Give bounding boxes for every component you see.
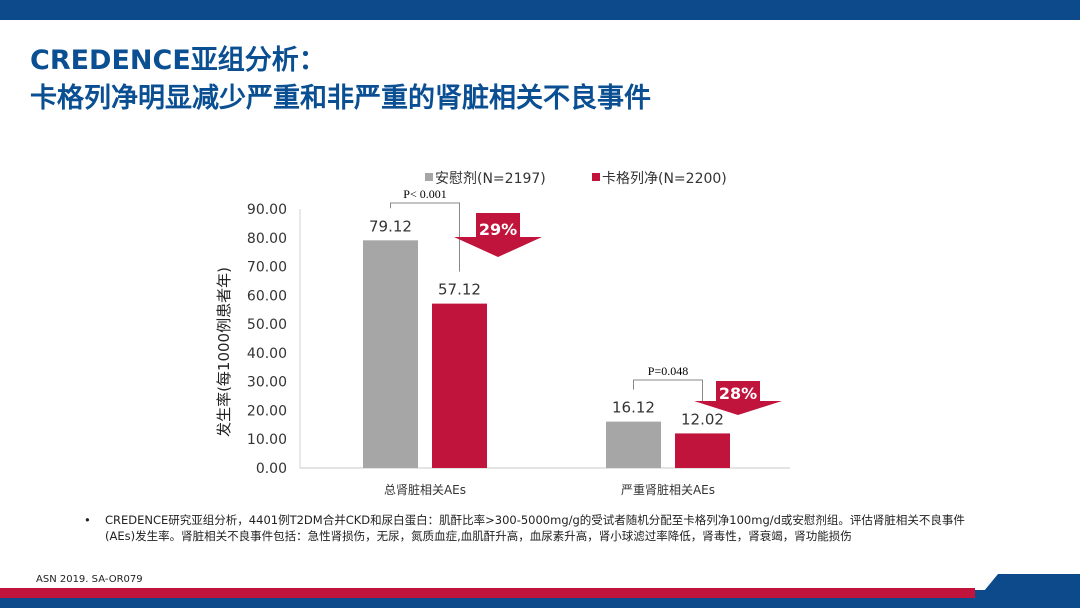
legend-swatch (592, 173, 600, 181)
y-tick-label: 60.00 (247, 288, 287, 304)
y-tick-label: 50.00 (247, 317, 287, 333)
legend-label: 卡格列净(N=2200) (602, 171, 727, 187)
footnote-text: CREDENCE研究亚组分析，4401例T2DM合并CKD和尿白蛋白：肌酐比率>… (105, 513, 965, 543)
reduction-arrow-icon (454, 213, 542, 257)
bar (675, 433, 730, 468)
chart-axes: 0.00 10.00 20.00 30.00 40.00 50.00 60.00 70.00 8… (215, 202, 790, 477)
bar (432, 303, 487, 468)
y-tick-label: 80.00 (247, 231, 287, 247)
chart-legend: 安慰剂(N=2197) 卡格列净(N=2200) (425, 170, 727, 187)
bar-value-label: 12.02 (681, 410, 724, 428)
page-title: CREDENCE亚组分析： 卡格列净明显减少严重和非严重的肾脏相关不良事件 (30, 42, 651, 118)
chart-annotations: P< 0.001 P=0.048 29% 28% (390, 187, 782, 415)
bar-value-label: 16.12 (612, 399, 655, 417)
y-tick-label: 90.00 (247, 202, 287, 218)
bar (363, 240, 418, 468)
reduction-percent-label: 28% (719, 384, 757, 403)
y-tick-label: 20.00 (247, 403, 287, 419)
bottom-corner-decoration (970, 574, 1080, 608)
significance-bracket (633, 379, 703, 402)
chart-labels: 79.12 16.12 57.12 12.02 总肾脏相关AEs 严重肾脏相关AEs (369, 217, 724, 497)
bar (606, 421, 661, 468)
reduction-arrow-icon (694, 381, 782, 415)
bar-chart: 0.00 10.00 20.00 30.00 40.00 50.00 60.00 70.00 8… (215, 170, 790, 497)
bar-value-label: 79.12 (369, 217, 412, 235)
x-category-label: 总肾脏相关AEs (384, 482, 466, 497)
x-category-label: 严重肾脏相关AEs (621, 482, 715, 497)
legend-swatch (425, 173, 433, 181)
p-value-label: P< 0.001 (403, 187, 446, 201)
y-tick-label: 0.00 (256, 461, 287, 477)
source-citation: ASN 2019. SA-OR079 (36, 574, 143, 585)
title-line-1: CREDENCE亚组分析： (30, 45, 326, 76)
y-tick-label: 40.00 (247, 346, 287, 362)
legend-label: 安慰剂(N=2197) (435, 170, 546, 187)
bar-value-label: 57.12 (438, 281, 481, 299)
y-tick-label: 70.00 (247, 260, 287, 276)
footnote: • CREDENCE研究亚组分析，4401例T2DM合并CKD和尿白蛋白：肌酐比… (84, 512, 985, 544)
p-value-label: P=0.048 (648, 364, 688, 378)
y-tick-label: 10.00 (247, 432, 287, 448)
chart-bars (363, 240, 730, 468)
y-tick-label: 30.00 (247, 375, 287, 391)
bottom-accent-stripe (0, 588, 975, 598)
title-line-2: 卡格列净明显减少严重和非严重的肾脏相关不良事件 (30, 83, 651, 114)
top-banner (0, 0, 1080, 20)
reduction-percent-label: 29% (479, 220, 517, 239)
bullet-mark: • (84, 513, 91, 527)
y-axis-title: 发生率(每1000例患者年) (215, 267, 233, 437)
